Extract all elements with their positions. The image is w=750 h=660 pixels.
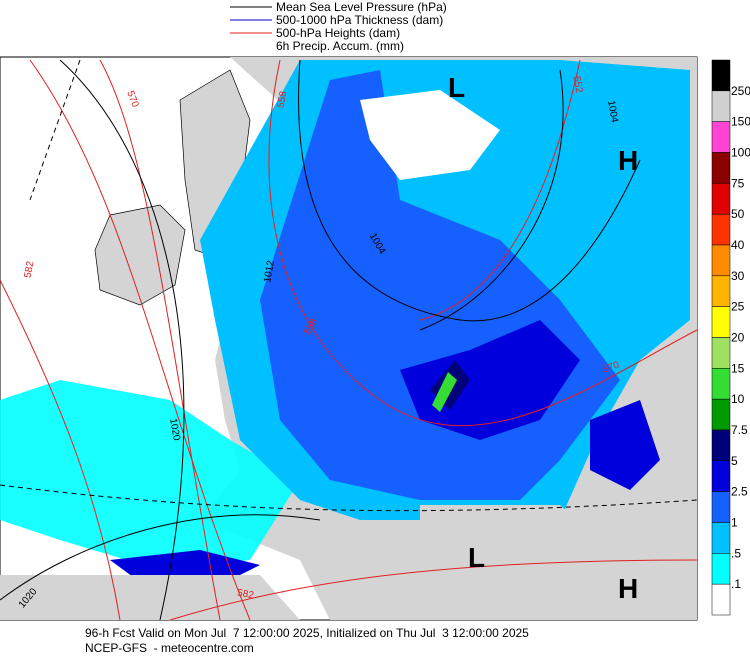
colorbar-label: 250	[731, 84, 750, 98]
contour-label: 1012	[262, 259, 277, 283]
colorbar-label: 20	[731, 331, 745, 345]
legend-label: 500-1000 hPa Thickness (dam)	[276, 13, 443, 27]
precip	[590, 400, 660, 490]
footer-line: NCEP-GFS - meteocentre.com	[85, 641, 254, 655]
contour-label: 1020	[167, 418, 182, 442]
colorbar-swatch	[711, 306, 731, 338]
contour-label: 582	[236, 588, 255, 602]
pressure-center: H	[618, 573, 638, 604]
pressure-center: L	[468, 542, 485, 573]
colorbar-swatch	[711, 59, 731, 92]
land	[94, 204, 186, 306]
colorbar-label: 5	[731, 454, 738, 468]
contour-label: 558	[276, 90, 290, 109]
colorbar-label: .5	[731, 546, 741, 560]
colorbar-label: .1	[731, 577, 741, 591]
pressure-isobars	[0, 59, 641, 621]
colorbar-swatch	[711, 368, 731, 400]
colorbar-label: 15	[731, 361, 745, 375]
precip	[0, 380, 300, 570]
colorbar-swatch	[711, 337, 731, 369]
colorbar-swatch	[711, 275, 731, 307]
contour-label: 552	[571, 75, 585, 94]
colorbar-label: 25	[731, 300, 745, 314]
colorbar-swatch	[711, 90, 731, 122]
dry-area	[360, 90, 500, 180]
colorbar-swatch	[711, 244, 731, 277]
map	[0, 56, 698, 621]
colorbar-swatch	[711, 491, 731, 523]
precip	[400, 320, 580, 440]
colorbar-label: 50	[731, 207, 745, 221]
height-contours	[0, 59, 698, 621]
colorbar-label: 75	[731, 176, 745, 190]
colorbar-swatch	[711, 460, 731, 492]
footer-line: 96-h Fcst Valid on Mon Jul 7 12:00:00 20…	[85, 626, 529, 640]
contour-label: 1004	[605, 100, 620, 124]
colorbar-swatch	[711, 583, 731, 616]
colorbar-label: 40	[731, 238, 745, 252]
center-letter: H	[618, 573, 638, 604]
colorbar-label: 2.5	[731, 485, 748, 499]
colorbar-swatch	[711, 429, 731, 462]
legend-label: Mean Sea Level Pressure (hPa)	[276, 0, 447, 14]
colorbar-swatch	[711, 152, 731, 184]
colorbar-swatch	[711, 522, 731, 554]
precip	[432, 372, 457, 412]
center-letter: L	[448, 72, 465, 103]
thickness-lines	[0, 59, 698, 512]
pressure-center: H	[618, 145, 638, 176]
colorbar-label: 30	[731, 269, 745, 283]
legend-label: 6h Precip. Accum. (mm)	[276, 39, 404, 53]
colorbar-swatch	[711, 398, 731, 431]
center-letter: L	[468, 542, 485, 573]
precip	[110, 550, 260, 582]
pressure-center: L	[448, 72, 465, 103]
land	[0, 575, 300, 620]
colorbar-swatch	[711, 213, 731, 246]
colorbar-label: 7.5	[731, 423, 748, 437]
colorbar-swatch	[711, 183, 731, 215]
colorbar-label: 10	[731, 392, 745, 406]
contour-label: 582	[23, 260, 37, 279]
colorbar-label: 100	[731, 146, 750, 160]
center-letter: H	[618, 145, 638, 176]
colorbar-label: 1	[731, 516, 738, 530]
colorbar-label: 150	[731, 115, 750, 129]
colorbar-swatch	[711, 553, 731, 585]
legend-label: 500-hPa Heights (dam)	[276, 26, 400, 40]
colorbar-swatch	[711, 121, 731, 153]
